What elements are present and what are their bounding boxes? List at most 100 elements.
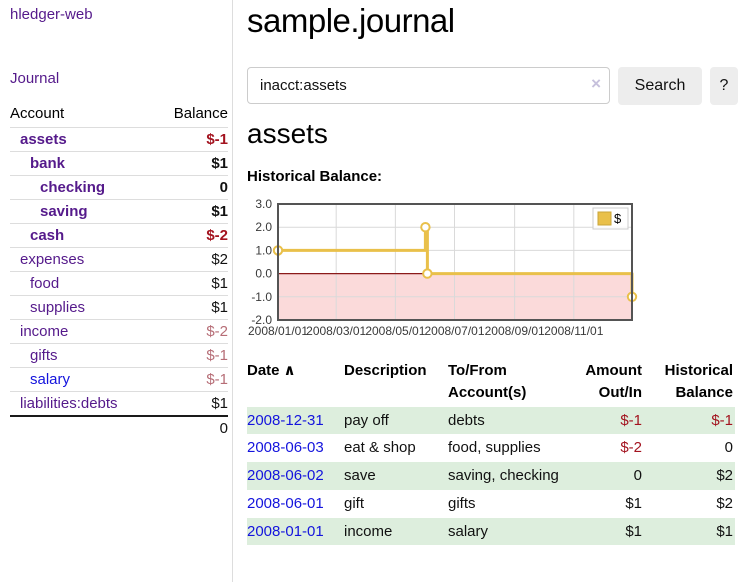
account-link-expenses[interactable]: expenses	[20, 251, 85, 268]
search-form: ×	[247, 67, 610, 104]
accounts-table-header: Account Balance	[10, 101, 228, 128]
transaction-date-link[interactable]: 2008-01-01	[247, 522, 324, 540]
svg-text:2008/09/01: 2008/09/01	[485, 324, 545, 338]
amount-column-header: Amount Out/In	[585, 362, 642, 401]
transaction-amount: 0	[633, 467, 642, 484]
account-balance: $1	[154, 295, 228, 320]
account-row: salary $-1	[10, 367, 228, 392]
transaction-description: eat & shop	[344, 439, 416, 457]
transaction-amount: $-2	[620, 439, 642, 457]
account-row: food $1	[10, 271, 228, 296]
account-row: cash $-2	[10, 223, 228, 248]
account-row: expenses $2	[10, 247, 228, 272]
clear-search-icon[interactable]: ×	[591, 74, 601, 93]
app-brand-link[interactable]: hledger-web	[10, 6, 93, 23]
transaction-amount: $1	[625, 522, 642, 540]
svg-text:2008/03/01: 2008/03/01	[306, 324, 366, 338]
svg-text:2008/11/01: 2008/11/01	[544, 324, 603, 338]
transaction-balance: $2	[716, 494, 733, 512]
transaction-date-link[interactable]: 2008-12-31	[247, 411, 324, 429]
account-row: supplies $1	[10, 295, 228, 320]
account-row: income $-2	[10, 319, 228, 344]
transaction-row: 2008-06-01 gift gifts $1 $2	[247, 490, 735, 518]
account-balance: $-1	[154, 343, 228, 368]
account-row: liabilities:debts $1	[10, 391, 228, 416]
account-link-salary[interactable]: salary	[30, 371, 71, 388]
account-row: checking 0	[10, 175, 228, 200]
account-link-saving[interactable]: saving	[40, 203, 88, 220]
transaction-row: 2008-06-02 save saving, checking 0 $2	[247, 462, 735, 490]
balance-column-header: Balance	[173, 105, 228, 122]
account-balance: $1	[154, 199, 228, 224]
svg-text:2008/01/01: 2008/01/01	[248, 324, 308, 338]
account-link-bank[interactable]: bank	[30, 155, 66, 172]
transaction-accounts: gifts	[448, 494, 476, 512]
register-header-row: Date ∧ Description To/From Account(s) Amo…	[247, 357, 735, 407]
account-row: bank $1	[10, 151, 228, 176]
transaction-row: 2008-01-01 income salary $1 $1	[247, 517, 735, 546]
transaction-balance: $-1	[711, 411, 733, 429]
svg-text:$: $	[614, 211, 622, 226]
svg-text:3.0: 3.0	[255, 197, 272, 211]
account-link-gifts[interactable]: gifts	[30, 347, 58, 364]
transaction-description: pay off	[344, 411, 389, 429]
transaction-description: gift	[344, 494, 365, 512]
account-link-supplies[interactable]: supplies	[30, 299, 86, 316]
transaction-accounts: salary	[448, 522, 489, 540]
account-balance: $2	[154, 247, 228, 272]
accounts-total-value: 0	[154, 415, 228, 440]
svg-text:2008/07/01: 2008/07/01	[424, 324, 484, 338]
transaction-amount: $-1	[620, 411, 642, 429]
search-button[interactable]: Search	[618, 67, 702, 105]
accounts-total-row: 0	[10, 415, 228, 440]
help-button[interactable]: ?	[710, 67, 738, 105]
svg-text:0.0: 0.0	[255, 267, 272, 281]
account-balance: $-1	[154, 127, 228, 152]
account-link-liabilities-debts[interactable]: liabilities:debts	[20, 395, 118, 412]
search-input[interactable]	[247, 67, 610, 104]
transaction-date-link[interactable]: 2008-06-01	[247, 494, 324, 512]
transaction-amount: $1	[625, 494, 642, 512]
account-link-food[interactable]: food	[30, 275, 60, 292]
accounts-table: Account Balance assets $-1 bank $1 check…	[10, 101, 228, 440]
svg-text:2008/05/01: 2008/05/01	[365, 324, 425, 338]
date-header-label: Date	[247, 362, 280, 379]
transaction-balance: $1	[716, 522, 733, 540]
account-row: gifts $-1	[10, 343, 228, 368]
sidebar: hledger-web Journal Account Balance asse…	[0, 0, 233, 582]
account-link-cash[interactable]: cash	[30, 227, 65, 244]
register-table: Date ∧ Description To/From Account(s) Amo…	[247, 357, 735, 546]
transaction-accounts: saving, checking	[448, 467, 559, 484]
account-balance: $1	[154, 151, 228, 176]
account-link-assets[interactable]: assets	[20, 131, 67, 148]
account-link-income[interactable]: income	[20, 323, 69, 340]
transaction-date-link[interactable]: 2008-06-03	[247, 439, 324, 457]
sort-ascending-icon: ∧	[283, 362, 296, 379]
transaction-date-link[interactable]: 2008-06-02	[247, 467, 324, 484]
accounts-column-header: To/From Account(s)	[448, 362, 527, 401]
transaction-accounts: debts	[448, 411, 485, 429]
account-heading: assets	[247, 118, 328, 149]
account-balance: $1	[154, 271, 228, 296]
account-link-checking[interactable]: checking	[40, 179, 106, 196]
page-title: sample.journal	[247, 2, 455, 39]
historical-balance-label: Historical Balance:	[247, 168, 383, 185]
account-column-header: Account	[10, 105, 65, 122]
account-balance: 0	[154, 175, 228, 200]
svg-text:-1.0: -1.0	[251, 290, 272, 304]
transaction-balance: 0	[724, 439, 733, 457]
transaction-accounts: food, supplies	[448, 439, 541, 457]
account-row: assets $-1	[10, 127, 228, 152]
description-column-header: Description	[344, 362, 427, 379]
transaction-balance: $2	[716, 467, 733, 484]
svg-text:2.0: 2.0	[255, 220, 272, 234]
transaction-row: 2008-12-31 pay off debts $-1 $-1	[247, 406, 735, 435]
sidebar-item-journal[interactable]: Journal	[10, 70, 60, 87]
date-column-header[interactable]: Date ∧	[247, 357, 344, 407]
balance-column-header: Historical Balance	[664, 362, 733, 401]
account-balance: $-1	[154, 367, 228, 392]
account-balance: $-2	[154, 319, 228, 344]
svg-text:-2.0: -2.0	[251, 313, 272, 327]
transaction-description: save	[344, 467, 376, 484]
